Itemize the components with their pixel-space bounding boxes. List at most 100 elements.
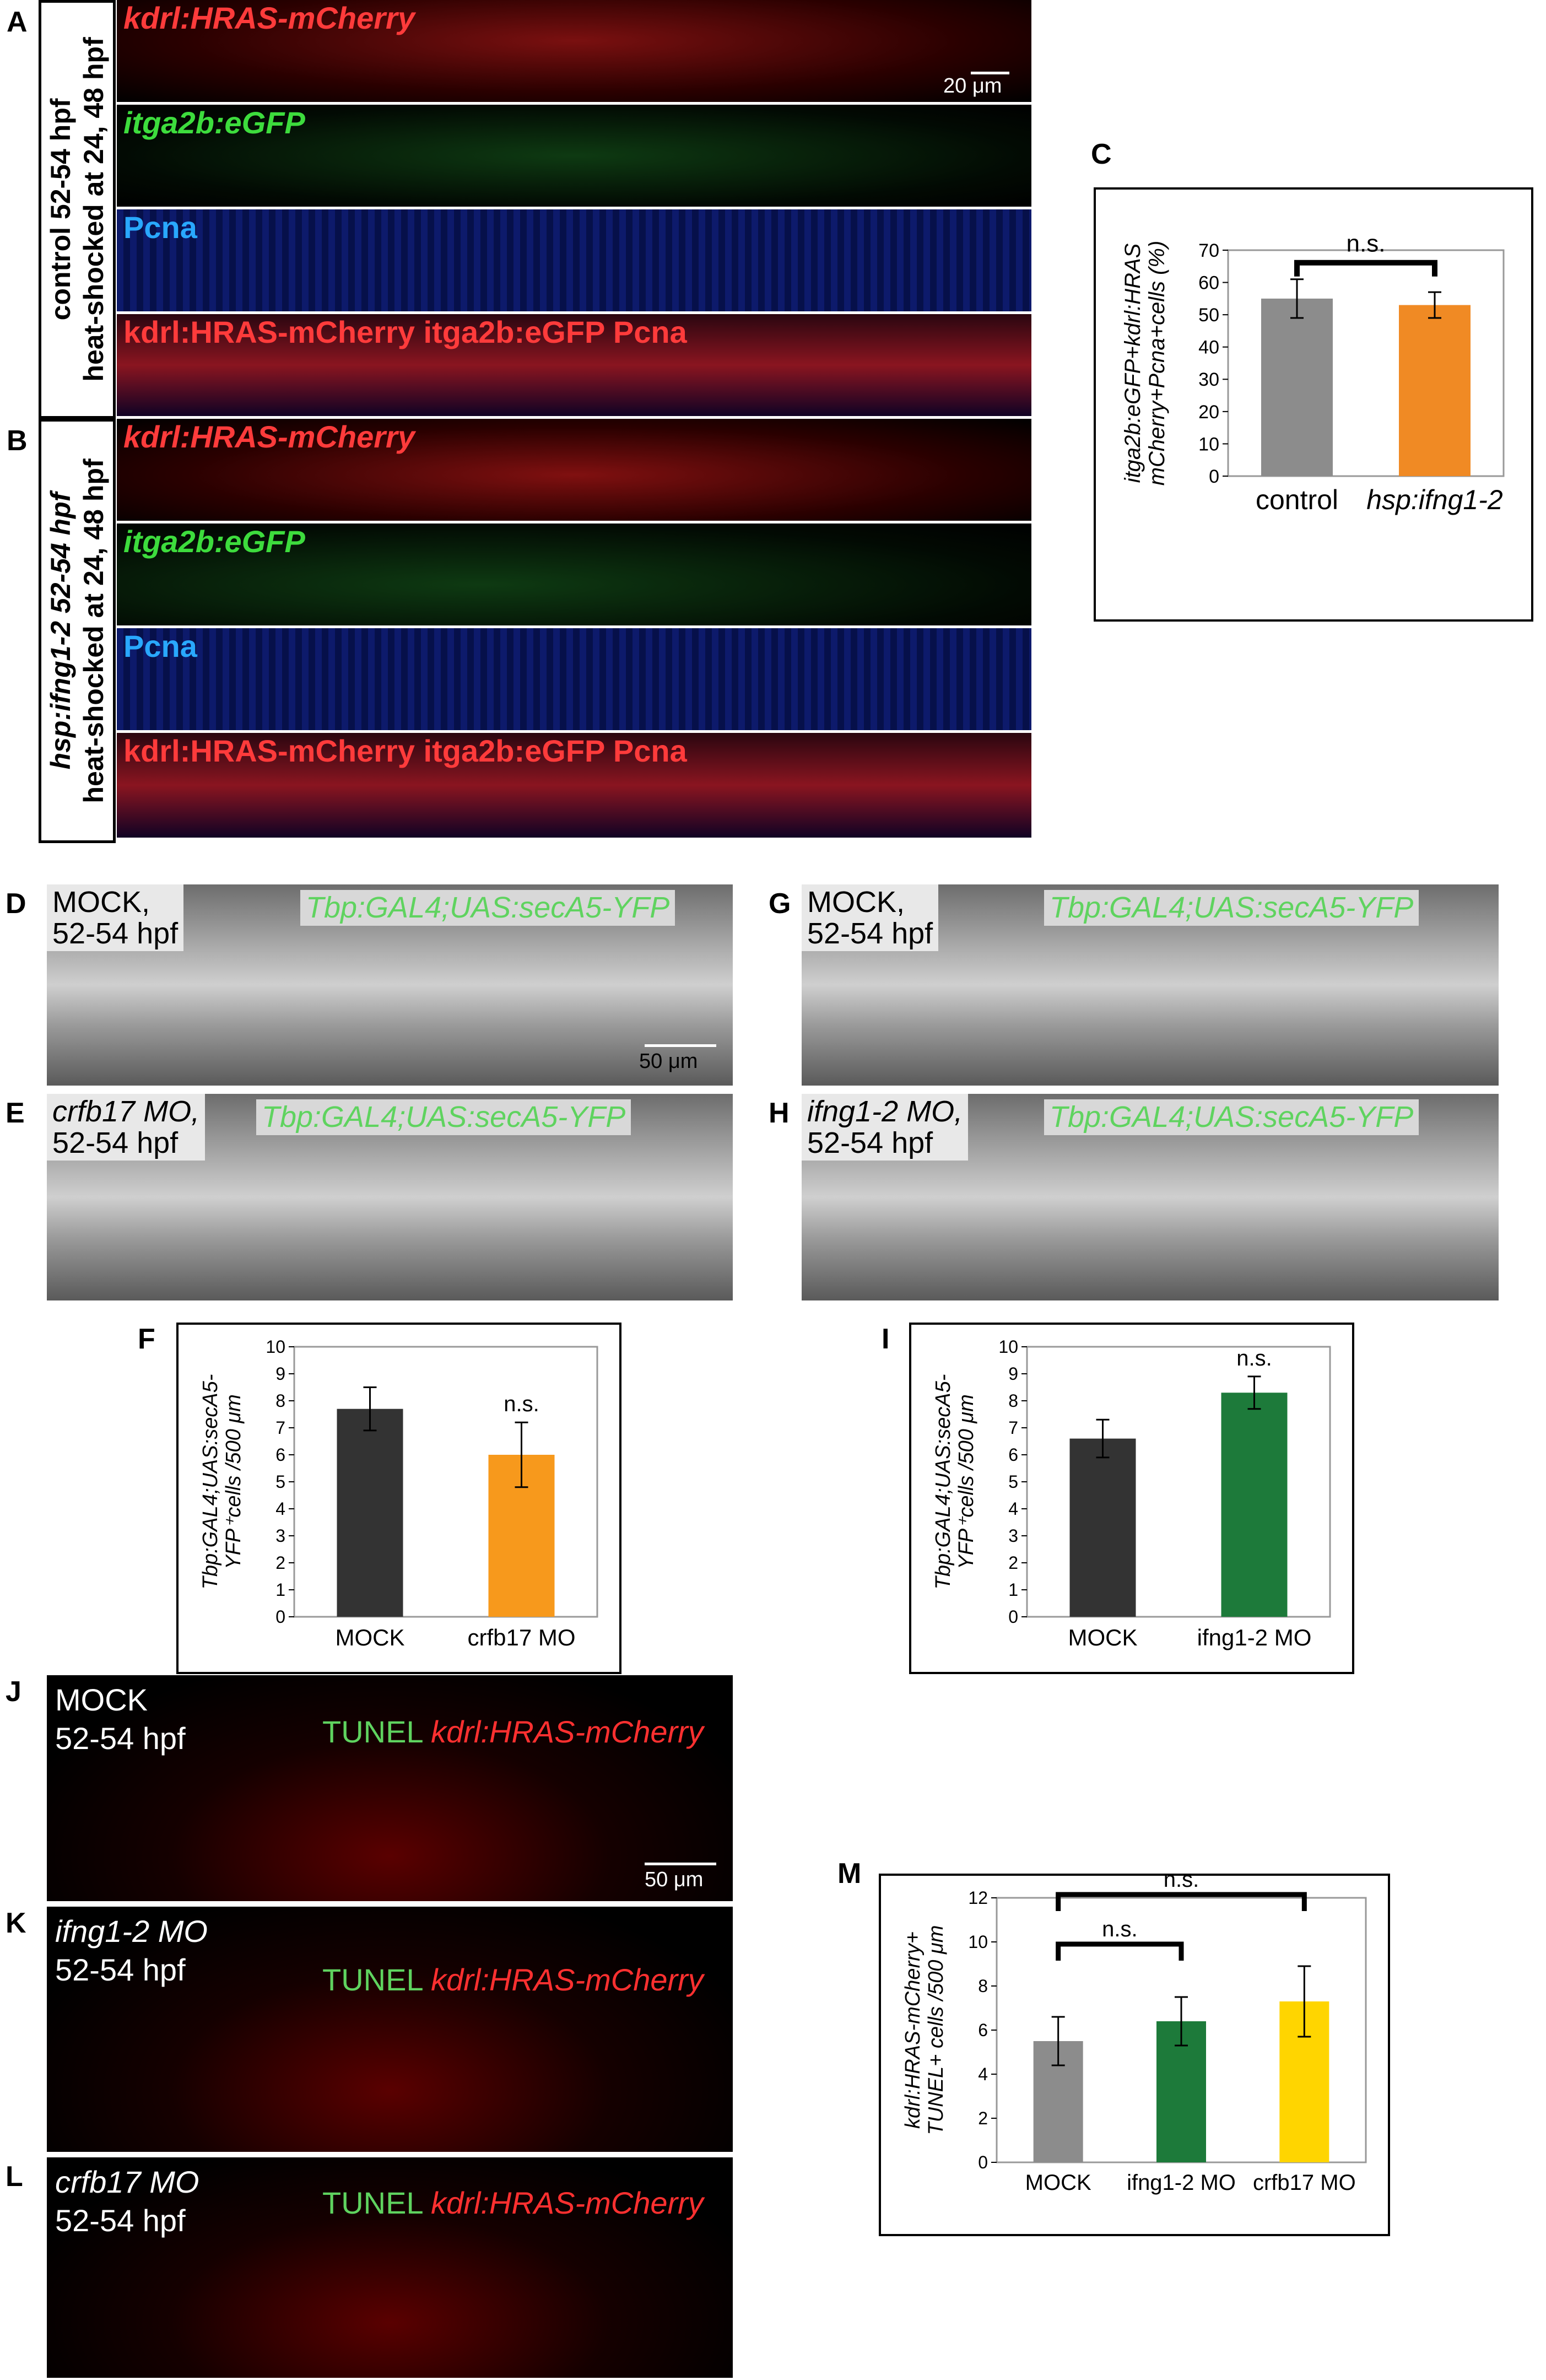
significance-label-1: n.s. xyxy=(1164,1876,1199,1892)
panel-b-row4-label: kdrl:HRAS-mCherry itga2b:eGFP Pcna xyxy=(123,733,687,768)
panel-g-reporter: Tbp:GAL4;UAS:secA5-YFP xyxy=(1044,890,1419,926)
y-tick-label: 4 xyxy=(1008,1499,1018,1519)
panel-a-scale-label: 20 μm xyxy=(943,74,1002,98)
panel-d-stage-text: 52-54 hpf xyxy=(52,916,179,950)
bar-0 xyxy=(1069,1438,1136,1617)
y-axis-label-line2: YFP⁺cells /500 μm xyxy=(222,1394,245,1569)
y-tick-label: 0 xyxy=(1008,1607,1018,1627)
panel-a-condition-label: control 52-54 hpf heat-shocked at 24, 48… xyxy=(44,37,110,381)
y-tick-label: 10 xyxy=(266,1337,285,1357)
x-category-label: hsp:ifng1-2 xyxy=(1366,484,1503,515)
y-axis-label: itga2b:eGFP+kdrl:HRASmCherry+Pcna+cells … xyxy=(1121,241,1169,486)
panel-a-row-pcna: Pcna xyxy=(117,209,1031,311)
panel-j-cond-text: MOCK xyxy=(55,1682,148,1717)
panel-letter-e: E xyxy=(6,1097,25,1129)
panel-a-row-mcherry: kdrl:HRAS-mCherry 20 μm xyxy=(117,0,1031,102)
panel-letter-b: B xyxy=(7,425,28,457)
panel-a-condition-line2: heat-shocked at 24, 48 hpf xyxy=(78,37,109,382)
y-tick-label: 8 xyxy=(275,1391,285,1411)
panel-b-condition-box: hsp:ifng1-2 52-54 hpf heat-shocked at 24… xyxy=(39,419,116,843)
significance-label: n.s. xyxy=(1347,230,1386,257)
y-axis-label: Tbp:GAL4;UAS:secA5-YFP⁺cells /500 μm xyxy=(932,1374,978,1590)
panel-b-condition-line1: hsp:ifng1-2 52-54 hpf xyxy=(45,492,76,770)
y-tick-label: 12 xyxy=(968,1888,988,1908)
panel-h-cond-text: ifng1-2 MO, xyxy=(807,1095,963,1128)
panel-l-stains: TUNEL kdrl:HRAS-mCherry xyxy=(322,2185,704,2221)
y-tick-label: 0 xyxy=(275,1607,285,1627)
panel-l-stain-kdrl: kdrl:HRAS-mCherry xyxy=(431,2185,704,2220)
x-category-label: control xyxy=(1256,484,1338,515)
panel-a-scale-bar xyxy=(971,72,1009,74)
y-tick-label: 10 xyxy=(1198,434,1219,455)
y-tick-label: 2 xyxy=(978,2108,988,2128)
chart-c-box: 0 10 20 30 40 50 60 70 itga2b:eGFP+kdrl:HRASmChe… xyxy=(1094,187,1533,622)
panel-l-stain-tunel: TUNEL xyxy=(322,2185,423,2220)
panel-a-row4-label: kdrl:HRAS-mCherry itga2b:eGFP Pcna xyxy=(123,315,687,349)
y-tick-label: 30 xyxy=(1198,369,1219,390)
chart-i: 0 1 2 3 4 5 6 7 8 9 10 Tbp:GAL4;UAS:secA5-YFP⁺cells… xyxy=(932,1337,1331,1650)
panel-l-stage-text: 52-54 hpf xyxy=(55,2203,186,2238)
panel-letter-k: K xyxy=(6,1907,26,1939)
panel-letter-j: J xyxy=(6,1676,21,1708)
y-tick-label: 0 xyxy=(1209,466,1219,487)
x-category-label: MOCK xyxy=(1025,2171,1091,2195)
x-category-label: crfb17 MO xyxy=(467,1625,575,1650)
y-tick-label: 9 xyxy=(275,1364,285,1384)
panel-g-image: MOCK, 52-54 hpf Tbp:GAL4;UAS:secA5-YFP xyxy=(802,884,1499,1086)
bar-1 xyxy=(1221,1393,1288,1617)
panel-letter-g: G xyxy=(769,888,791,920)
x-category-label: MOCK xyxy=(336,1625,405,1650)
panel-b-row-pcna: Pcna xyxy=(117,628,1031,730)
significance-label: n.s. xyxy=(504,1392,539,1416)
y-axis-label-line1: Tbp:GAL4;UAS:secA5- xyxy=(932,1374,955,1590)
significance-bracket-0 xyxy=(1056,1941,1184,1961)
chart-f: 0 1 2 3 4 5 6 7 8 9 10 Tbp:GAL4;UAS:secA5-YFP⁺cells… xyxy=(199,1337,598,1650)
y-tick-label: 9 xyxy=(1008,1364,1018,1384)
y-tick-label: 1 xyxy=(275,1580,285,1600)
y-tick-label: 4 xyxy=(978,2064,988,2084)
panel-a-row-egfp: itga2b:eGFP xyxy=(117,105,1031,207)
significance-label: n.s. xyxy=(1236,1346,1272,1370)
y-tick-label: 6 xyxy=(978,2020,988,2040)
panel-a-row3-label: Pcna xyxy=(123,210,197,245)
y-tick-label: 3 xyxy=(1008,1526,1018,1546)
panel-d-scale-label: 50 μm xyxy=(639,1050,698,1073)
panel-b-row-merge: kdrl:HRAS-mCherry itga2b:eGFP Pcna xyxy=(117,733,1031,838)
panel-h-stage-text: 52-54 hpf xyxy=(807,1126,933,1159)
y-tick-label: 20 xyxy=(1198,402,1219,423)
x-category-label: ifng1-2 MO xyxy=(1127,2171,1236,2195)
y-tick-label: 8 xyxy=(978,1976,988,1996)
y-tick-label: 7 xyxy=(275,1418,285,1438)
panel-d-condition: MOCK, 52-54 hpf xyxy=(47,884,184,952)
panel-k-stage-text: 52-54 hpf xyxy=(55,1952,186,1987)
y-tick-label: 7 xyxy=(1008,1418,1018,1438)
panel-h-condition: ifng1-2 MO, 52-54 hpf xyxy=(802,1094,969,1161)
bar-0 xyxy=(1261,298,1333,476)
chart-m-box: 0 2 4 6 8 10 12 kdrl:HRAS-mCherry+TUNEL+ cells … xyxy=(879,1868,1390,2236)
y-axis-label-line1: kdrl:HRAS-mCherry+ xyxy=(901,1931,925,2129)
panel-j-stage-text: 52-54 hpf xyxy=(55,1721,186,1756)
panel-b-image-stack: kdrl:HRAS-mCherry itga2b:eGFP Pcna kdrl:… xyxy=(117,419,1031,838)
panel-l-cond-text: crfb17 MO xyxy=(55,2165,199,2199)
y-tick-label: 70 xyxy=(1198,240,1219,261)
y-axis-label: Tbp:GAL4;UAS:secA5-YFP⁺cells /500 μm xyxy=(199,1374,245,1590)
panel-a-condition-box: control 52-54 hpf heat-shocked at 24, 48… xyxy=(39,0,116,419)
panel-l-condition: crfb17 MO 52-54 hpf xyxy=(55,2163,199,2240)
panel-d-scale-bar xyxy=(645,1044,716,1047)
y-axis-label-line2: mCherry+Pcna+cells (%) xyxy=(1145,241,1169,486)
panel-j-stain-kdrl: kdrl:HRAS-mCherry xyxy=(431,1714,704,1749)
panel-b-condition-label: hsp:ifng1-2 52-54 hpf heat-shocked at 24… xyxy=(44,458,110,803)
panel-k-image: ifng1-2 MO 52-54 hpf TUNEL kdrl:HRAS-mCh… xyxy=(47,1907,733,2152)
panel-k-stains: TUNEL kdrl:HRAS-mCherry xyxy=(322,1962,704,1998)
x-category-label: MOCK xyxy=(1068,1625,1138,1650)
panel-letter-d: D xyxy=(6,888,26,920)
x-category-label: crfb17 MO xyxy=(1253,2171,1356,2195)
y-tick-label: 1 xyxy=(1008,1580,1018,1600)
panel-j-stain-tunel: TUNEL xyxy=(322,1714,423,1749)
y-tick-label: 8 xyxy=(1008,1391,1018,1411)
panel-b-condition-line2: heat-shocked at 24, 48 hpf xyxy=(78,458,109,803)
significance-bracket xyxy=(1294,260,1437,277)
panel-letter-h: H xyxy=(769,1097,790,1129)
panel-k-stain-tunel: TUNEL xyxy=(322,1962,423,1997)
panel-letter-l: L xyxy=(6,2161,23,2193)
